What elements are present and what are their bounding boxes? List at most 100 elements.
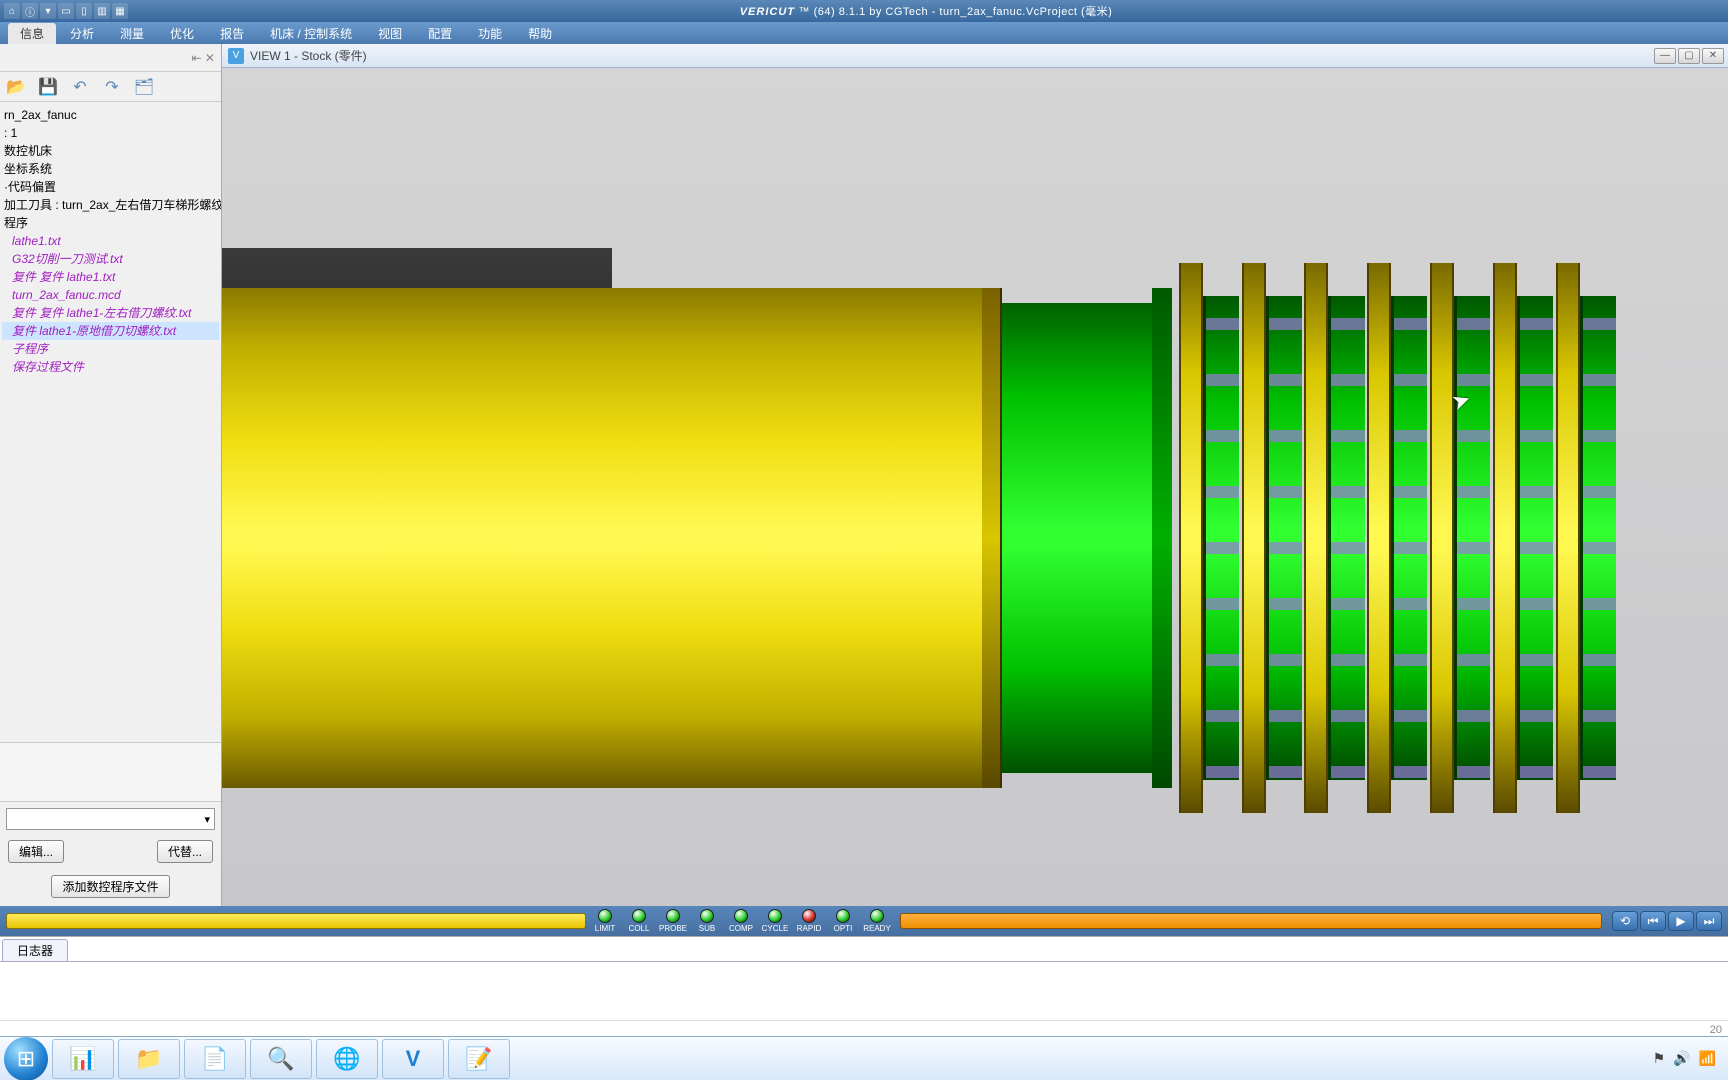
tree-node[interactable]: : 1 [2,124,219,142]
thread-section [1172,263,1612,813]
status-led-probe: PROBE [658,909,688,933]
log-tab[interactable]: 日志器 [2,939,68,961]
task-ie[interactable]: 🌐 [316,1039,378,1079]
view-close-icon[interactable]: ✕ [1702,48,1724,64]
log-status: 20 [0,1020,1728,1038]
tree-node[interactable]: ·代码偏置 [2,178,219,196]
turned-part [222,248,1622,828]
clock-text: 20 [1710,1024,1722,1036]
status-led-coll: COLL [624,909,654,933]
progress-bar-1[interactable] [6,913,586,929]
tray-network-icon[interactable]: 📶 [1699,1050,1716,1067]
task-explorer[interactable]: 📁 [118,1039,180,1079]
tree-tail[interactable]: 子程序 [2,340,219,358]
viewport: V VIEW 1 - Stock (零件) — ▢ ✕ ➤ [222,44,1728,906]
status-led-comp: COMP [726,909,756,933]
status-led-rapid: RAPID [794,909,824,933]
status-led-opti: OPTI [828,909,858,933]
project-tree[interactable]: rn_2ax_fanuc : 1 数控机床 坐标系统 ·代码偏置 加工刀具 : … [0,102,221,742]
save-icon[interactable]: 💾 [38,77,58,97]
status-led-sub: SUB [692,909,722,933]
menu-analyze[interactable]: 分析 [58,23,106,44]
3d-canvas[interactable]: ➤ [222,68,1728,906]
windows-taskbar: ⊞ 📊 📁 📄 🔍 🌐 V 📝 ⚑ 🔊 📶 [0,1036,1728,1080]
shaft-shoulder [982,288,1002,788]
redo-icon[interactable]: ↷ [102,77,122,97]
menu-function[interactable]: 功能 [466,23,514,44]
tree-tail[interactable]: 保存过程文件 [2,358,219,376]
start-button[interactable]: ⊞ [4,1037,48,1080]
tray-volume-icon[interactable]: 🔊 [1673,1050,1690,1067]
sidebar-collapse-icon[interactable]: ⇤ ✕ [192,51,215,65]
tree-node[interactable]: 坐标系统 [2,160,219,178]
playback-controls: ⟲ ⏮ ▶ ⏭ [1612,911,1722,931]
tree-node[interactable]: 数控机床 [2,142,219,160]
sidebar-combo[interactable]: ▾ [6,808,215,830]
task-vericut[interactable]: V [382,1039,444,1079]
quick-access-toolbar: ⌂ ⓘ ▾ ▭ ▯ ▥ ▦ [4,3,128,19]
menu-optimize[interactable]: 优化 [158,23,206,44]
viewport-title: VIEW 1 - Stock (零件) [250,47,367,64]
qat-layout4-icon[interactable]: ▦ [112,3,128,19]
status-leds: LIMITCOLLPROBESUBCOMPCYCLERAPIDOPTIREADY [590,909,892,933]
thread-unit [1298,263,1365,813]
tree-file[interactable]: 复件 复件 lathe1-左右借刀螺纹.txt [2,304,219,322]
tree-file[interactable]: G32切削一刀测试.txt [2,250,219,268]
tree-file[interactable]: 复件 复件 lathe1.txt [2,268,219,286]
tree-node[interactable]: 加工刀具 : turn_2ax_左右借刀车梯形螺纹 [2,196,219,214]
qat-dropdown-icon[interactable]: ▾ [40,3,56,19]
next-button[interactable]: ⏭ [1696,911,1722,931]
menu-config[interactable]: 配置 [416,23,464,44]
simulation-control-strip: LIMITCOLLPROBESUBCOMPCYCLERAPIDOPTIREADY… [0,906,1728,936]
task-magnifier[interactable]: 🔍 [250,1039,312,1079]
tree-file[interactable]: turn_2ax_fanuc.mcd [2,286,219,304]
menubar: 信息 分析 测量 优化 报告 机床 / 控制系统 视图 配置 功能 帮助 [0,22,1728,44]
sidebar-header: ⇤ ✕ [0,44,221,72]
prev-button[interactable]: ⏮ [1640,911,1666,931]
status-led-cycle: CYCLE [760,909,790,933]
tree-node[interactable]: 程序 [2,214,219,232]
menu-info[interactable]: 信息 [8,23,56,44]
task-notepad[interactable]: 📝 [448,1039,510,1079]
open-icon[interactable]: 📂 [6,77,26,97]
qat-layout2-icon[interactable]: ▯ [76,3,92,19]
neck-shoulder [1152,288,1172,788]
tree-file-selected[interactable]: 复件 lathe1-原地借刀切螺纹.txt [2,322,219,340]
app-brand: VERICUT [740,6,795,18]
thread-unit [1235,263,1302,813]
task-excel[interactable]: 📊 [52,1039,114,1079]
qat-layout3-icon[interactable]: ▥ [94,3,110,19]
titlebar: ⌂ ⓘ ▾ ▭ ▯ ▥ ▦ VERICUT ™ (64) 8.1.1 by CG… [0,0,1728,22]
tray-flag-icon[interactable]: ⚑ [1653,1050,1666,1067]
progress-bar-2[interactable] [900,913,1602,929]
qat-home-icon[interactable]: ⌂ [4,3,20,19]
tree-file[interactable]: lathe1.txt [2,232,219,250]
menu-machine[interactable]: 机床 / 控制系统 [258,23,364,44]
settings-icon[interactable]: 🗂 [134,77,154,97]
undo-icon[interactable]: ↶ [70,77,90,97]
app-title: VERICUT ™ (64) 8.1.1 by CGTech - turn_2a… [128,3,1724,19]
qat-info-icon[interactable]: ⓘ [22,3,38,19]
view-minimize-icon[interactable]: — [1654,48,1676,64]
app-title-suffix: (64) 8.1.1 by CGTech - turn_2ax_fanuc.Vc… [814,6,1113,18]
rewind-button[interactable]: ⟲ [1612,911,1638,931]
thread-unit [1549,263,1616,813]
replace-button[interactable]: 代替... [157,840,213,863]
menu-report[interactable]: 报告 [208,23,256,44]
view-maximize-icon[interactable]: ▢ [1678,48,1700,64]
menu-help[interactable]: 帮助 [516,23,564,44]
task-word[interactable]: 📄 [184,1039,246,1079]
view-logo-icon: V [228,48,244,64]
thread-unit [1486,263,1553,813]
menu-measure[interactable]: 测量 [108,23,156,44]
menu-view[interactable]: 视图 [366,23,414,44]
qat-layout1-icon[interactable]: ▭ [58,3,74,19]
system-tray: ⚑ 🔊 📶 [1653,1050,1724,1067]
add-nc-file-button[interactable]: 添加数控程序文件 [51,875,169,898]
shaft-body [222,288,982,788]
edit-button[interactable]: 编辑... [8,840,64,863]
log-body: 20 [0,961,1728,1038]
play-button[interactable]: ▶ [1668,911,1694,931]
project-sidebar: ⇤ ✕ 📂 💾 ↶ ↷ 🗂 rn_2ax_fanuc : 1 数控机床 坐标系统… [0,44,222,906]
tree-root[interactable]: rn_2ax_fanuc [2,106,219,124]
